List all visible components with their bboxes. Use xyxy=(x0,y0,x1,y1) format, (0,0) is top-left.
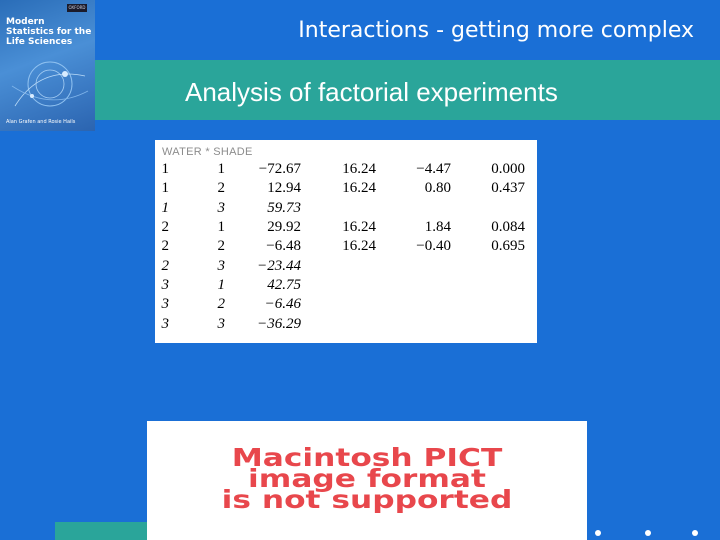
table-cell-se: 16.24 xyxy=(342,238,376,255)
table-cell-p: 0.437 xyxy=(491,180,525,197)
book-title-line: Statistics for the xyxy=(6,27,92,37)
table-row: 3 3 −36.29 xyxy=(155,314,525,333)
placeholder-line: image format xyxy=(248,464,486,493)
table-cell-estimate: −72.67 xyxy=(258,161,301,178)
table-cell-t: −0.40 xyxy=(416,238,451,255)
placeholder-message: Macintosh PICT image format is not suppo… xyxy=(147,443,587,514)
slide-title: Analysis of factorial experiments xyxy=(185,77,558,107)
footer-band-blue xyxy=(587,522,720,540)
table-cell-t: 1.84 xyxy=(424,219,451,236)
results-table: 1 1 −72.67 16.24 −4.47 0.000 1 2 12.94 16.24 0.80 0… xyxy=(155,160,526,334)
table-cell-se: 16.24 xyxy=(342,161,376,178)
table-row: 2 2 −6.48 16.24 −0.40 0.695 xyxy=(155,237,526,256)
results-table-image: WATER * SHADE 1 1 −72.67 16.24 −4.47 0.000 1 2 1… xyxy=(155,140,537,343)
table-cell-estimate: −6.46 xyxy=(264,296,301,313)
table-row: 2 1 29.92 16.24 1.84 0.084 xyxy=(155,218,526,237)
book-cover-image: OXFORD Modern Statistics for the Life Sc… xyxy=(0,0,95,131)
book-title-line: Modern xyxy=(6,17,45,27)
table-cell-se xyxy=(301,276,376,295)
table-cell-estimate: 29.92 xyxy=(267,219,301,236)
table-cell-estimate: 12.94 xyxy=(267,180,301,197)
table-cell-estimate: 59.73 xyxy=(267,199,301,216)
table-cell-water: 1 xyxy=(161,199,170,216)
book-title: Modern Statistics for the Life Sciences xyxy=(6,17,92,47)
table-cell-se xyxy=(301,295,376,314)
table-cell-water: 3 xyxy=(161,315,170,332)
table-cell-p: 0.000 xyxy=(491,161,525,178)
table-cell-water: 3 xyxy=(161,296,170,313)
table-cell-water: 2 xyxy=(161,257,170,274)
table-row: 1 1 −72.67 16.24 −4.47 0.000 xyxy=(155,160,526,179)
table-cell-shade: 3 xyxy=(217,199,226,216)
table-cell-shade: 1 xyxy=(217,161,226,178)
table-cell-p: 0.695 xyxy=(491,238,525,255)
table-cell-estimate: −36.29 xyxy=(257,315,301,332)
nav-dot xyxy=(692,530,698,536)
table-cell-p xyxy=(451,295,525,314)
table-cell-p xyxy=(451,199,525,218)
table-cell-p: 0.084 xyxy=(491,219,525,236)
table-header: WATER * SHADE xyxy=(162,146,253,158)
title-band xyxy=(95,60,720,120)
footer-band xyxy=(55,522,147,540)
table-cell-t xyxy=(376,199,451,218)
slide-header-title: Interactions - getting more complex xyxy=(298,18,694,43)
table-cell-water: 2 xyxy=(161,238,170,255)
book-title-line: Life Sciences xyxy=(6,37,73,47)
unsupported-image-placeholder: Macintosh PICT image format is not suppo… xyxy=(147,421,587,540)
table-cell-shade: 2 xyxy=(217,296,226,313)
table-cell-shade: 3 xyxy=(217,315,226,332)
table-row: 2 3 −23.44 xyxy=(155,256,525,275)
table-cell-se xyxy=(301,256,376,275)
table-cell-t xyxy=(376,256,451,275)
nav-dot xyxy=(595,530,601,536)
table-cell-p xyxy=(451,256,525,275)
table-cell-p xyxy=(451,314,525,333)
table-cell-water: 3 xyxy=(161,276,170,293)
table-row: 3 2 −6.46 xyxy=(155,295,525,314)
nav-dot xyxy=(645,530,651,536)
table-cell-estimate: −23.44 xyxy=(257,257,301,274)
table-cell-se xyxy=(301,314,376,333)
table-cell-shade: 3 xyxy=(217,257,226,274)
table-cell-t xyxy=(376,295,451,314)
publisher-badge: OXFORD xyxy=(67,4,87,12)
table-row: 1 3 59.73 xyxy=(155,199,525,218)
table-row: 3 1 42.75 xyxy=(155,276,525,295)
table-cell-shade: 1 xyxy=(217,219,226,236)
table-cell-shade: 2 xyxy=(217,180,226,197)
table-cell-t xyxy=(376,314,451,333)
table-cell-se xyxy=(301,199,376,218)
table-cell-se: 16.24 xyxy=(342,180,376,197)
table-cell-se: 16.24 xyxy=(342,219,376,236)
table-cell-shade: 2 xyxy=(217,238,226,255)
table-cell-water: 1 xyxy=(161,180,170,197)
placeholder-line: is not supported xyxy=(221,485,513,514)
table-cell-water: 2 xyxy=(161,219,170,236)
table-row: 1 2 12.94 16.24 0.80 0.437 xyxy=(155,179,526,198)
placeholder-line: Macintosh PICT xyxy=(231,443,503,472)
table-cell-p xyxy=(451,276,525,295)
table-cell-t xyxy=(376,276,451,295)
table-cell-estimate: 42.75 xyxy=(267,276,301,293)
book-cover-art xyxy=(11,61,89,107)
table-cell-estimate: −6.48 xyxy=(266,238,301,255)
book-authors: Alan Grafen and Rosie Hails xyxy=(6,119,76,125)
table-cell-shade: 1 xyxy=(217,276,226,293)
table-cell-t: 0.80 xyxy=(424,180,451,197)
table-cell-t: −4.47 xyxy=(416,161,451,178)
table-cell-water: 1 xyxy=(161,161,170,178)
